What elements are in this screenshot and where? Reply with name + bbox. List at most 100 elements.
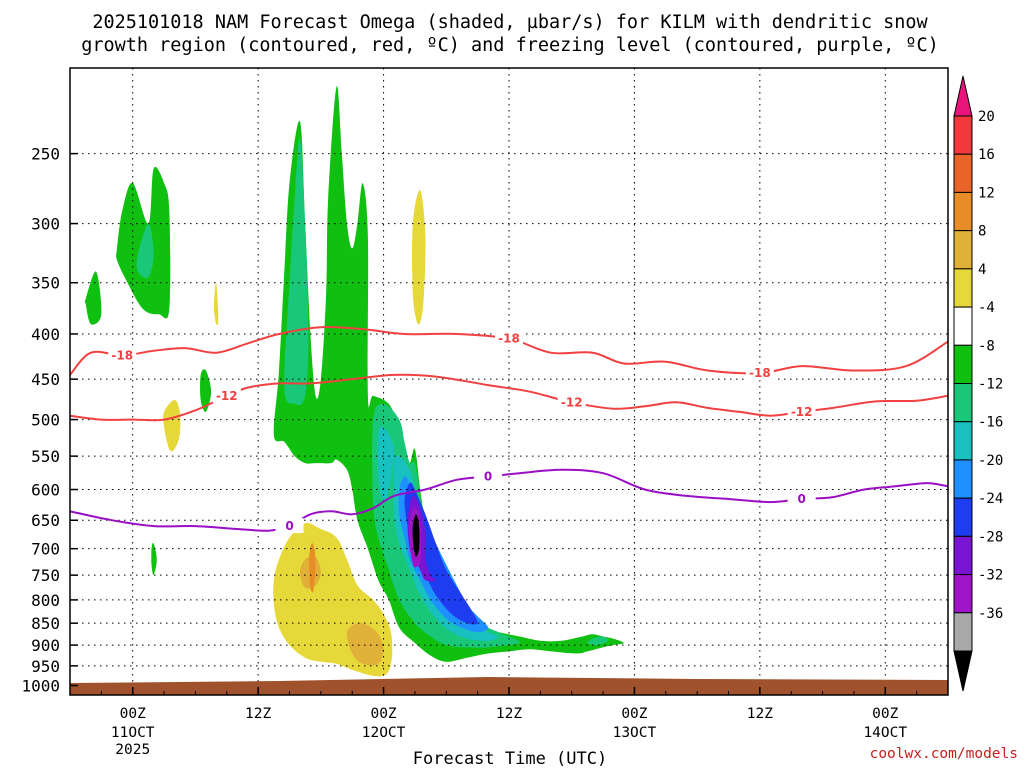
colorbar-segment (953, 153, 973, 193)
colorbar-top-arrow (953, 75, 973, 117)
colorbar-segment (953, 612, 973, 652)
colorbar-tick-label: -36 (978, 606, 1003, 622)
contour-label: -18 (111, 348, 133, 362)
colorbar-tick-label: -8 (978, 338, 995, 354)
colorbar-segment (953, 268, 973, 308)
x-tick-label: 00Z (370, 706, 396, 722)
omega-region (136, 223, 154, 279)
y-tick-label: 650 (31, 511, 60, 530)
omega-region (200, 369, 212, 412)
y-tick-label: 950 (31, 657, 60, 676)
omega-region (84, 271, 102, 325)
y-tick-label: 300 (31, 215, 60, 234)
contour-label-bg (212, 387, 241, 403)
contour-label: 0 (484, 470, 492, 484)
x-tick-date: 12OCT (362, 725, 406, 741)
x-tick-label: 12Z (747, 706, 773, 722)
x-tick-date: 11OCT (111, 725, 155, 741)
omega-region (346, 622, 384, 666)
y-tick-label: 350 (31, 274, 60, 293)
x-tick-date: 14OCT (863, 725, 907, 741)
omega-region (372, 403, 521, 648)
y-tick-label: 500 (31, 411, 60, 430)
contour-label-bg (745, 365, 774, 381)
x-axis-label: Forecast Time (UTC) (413, 749, 607, 768)
contour-label-bg (108, 347, 137, 363)
y-tick-label: 1000 (21, 677, 60, 696)
colorbar-tick-label: -16 (978, 415, 1003, 431)
terrain (70, 677, 948, 695)
y-tick-label: 250 (31, 145, 60, 164)
colorbar-tick-label: -24 (978, 491, 1003, 507)
y-tick-label: 550 (31, 447, 60, 466)
colorbar-tick-label: -32 (978, 568, 1003, 584)
contour-label: 0 (797, 492, 805, 506)
contour-label: -12 (216, 389, 238, 403)
contours: -18 -18 -18 -12 -12 -12 0 0 0 (70, 326, 948, 534)
omega-region (412, 514, 420, 557)
colorbar-segment (953, 230, 973, 270)
contour-label: 0 (285, 519, 293, 533)
colorbar-tick-label: -20 (978, 453, 1003, 469)
colorbar-segment (953, 574, 973, 614)
omega-region (163, 399, 181, 452)
omega-shading (84, 86, 624, 677)
y-axis: 250 300 350 400 450 500 550 600 650 700 750 800 850 9… (21, 145, 78, 696)
x-tick-label: 12Z (245, 706, 271, 722)
plot-area: -18 -18 -18 -12 -12 -12 0 0 0 (70, 68, 948, 695)
x-tick-label: 00Z (621, 706, 647, 722)
colorbar-tick-label: 4 (978, 262, 986, 278)
terrain-fill (70, 677, 948, 695)
colorbar-segment (953, 497, 973, 537)
colorbar-tick-label: 20 (978, 109, 995, 125)
colorbar-tick-label: 16 (978, 147, 995, 163)
x-tick-label: 00Z (872, 706, 898, 722)
colorbar-tick-label: -4 (978, 300, 995, 316)
colorbar-tick-label: -12 (978, 377, 1003, 393)
x-tick-label: 12Z (496, 706, 522, 722)
contour-label: -18 (498, 332, 520, 346)
colorbar-segment (953, 459, 973, 499)
colorbar: 20 16 12 8 4 -4 -8 -12 -16 -20 -24 -28 -32 -36 (953, 75, 1003, 692)
omega-region (412, 190, 426, 325)
colorbar-segment (953, 306, 973, 346)
colorbar-segment (953, 344, 973, 384)
colorbar-segment (953, 535, 973, 576)
contour-label-bg (275, 518, 304, 534)
chart-title: 2025101018 NAM Forecast Omega (shaded, µ… (92, 12, 928, 33)
colorbar-segment (953, 115, 973, 155)
omega-region (377, 426, 395, 503)
contour-label-bg (474, 468, 503, 484)
x-tick-date: 13OCT (613, 725, 657, 741)
y-tick-label: 700 (31, 540, 60, 559)
colorbar-segment (953, 383, 973, 423)
colorbar-tick-label: 8 (978, 224, 986, 240)
colorbar-tick-label: 12 (978, 185, 995, 201)
y-tick-label: 850 (31, 614, 60, 633)
colorbar-segment (953, 421, 973, 461)
colorbar-segment (953, 191, 973, 232)
contour-label-bg (787, 403, 816, 419)
contour-label-bg (557, 394, 586, 410)
freezing-level-contour (70, 468, 948, 532)
y-tick-label: 750 (31, 566, 60, 585)
colorbar-bottom-arrow (953, 650, 973, 692)
y-tick-label: 400 (31, 325, 60, 344)
y-tick-label: 600 (31, 481, 60, 500)
contour-label-bg (787, 491, 816, 507)
omega-region (309, 543, 316, 593)
chart-subtitle: growth region (contoured, red, ºC) and f… (81, 35, 939, 56)
contour-label-bg (495, 330, 523, 346)
omega-region (273, 86, 624, 662)
credit-text: coolwx.com/models (870, 746, 1018, 762)
contour-label: -12 (561, 395, 583, 409)
y-tick-label: 450 (31, 370, 60, 389)
omega-region (284, 137, 309, 406)
contour-label: -18 (749, 366, 771, 380)
colorbar-tick-label: -28 (978, 529, 1003, 545)
x-tick-year: 2025 (115, 742, 150, 758)
y-tick-label: 800 (31, 591, 60, 610)
omega-region (151, 542, 157, 576)
